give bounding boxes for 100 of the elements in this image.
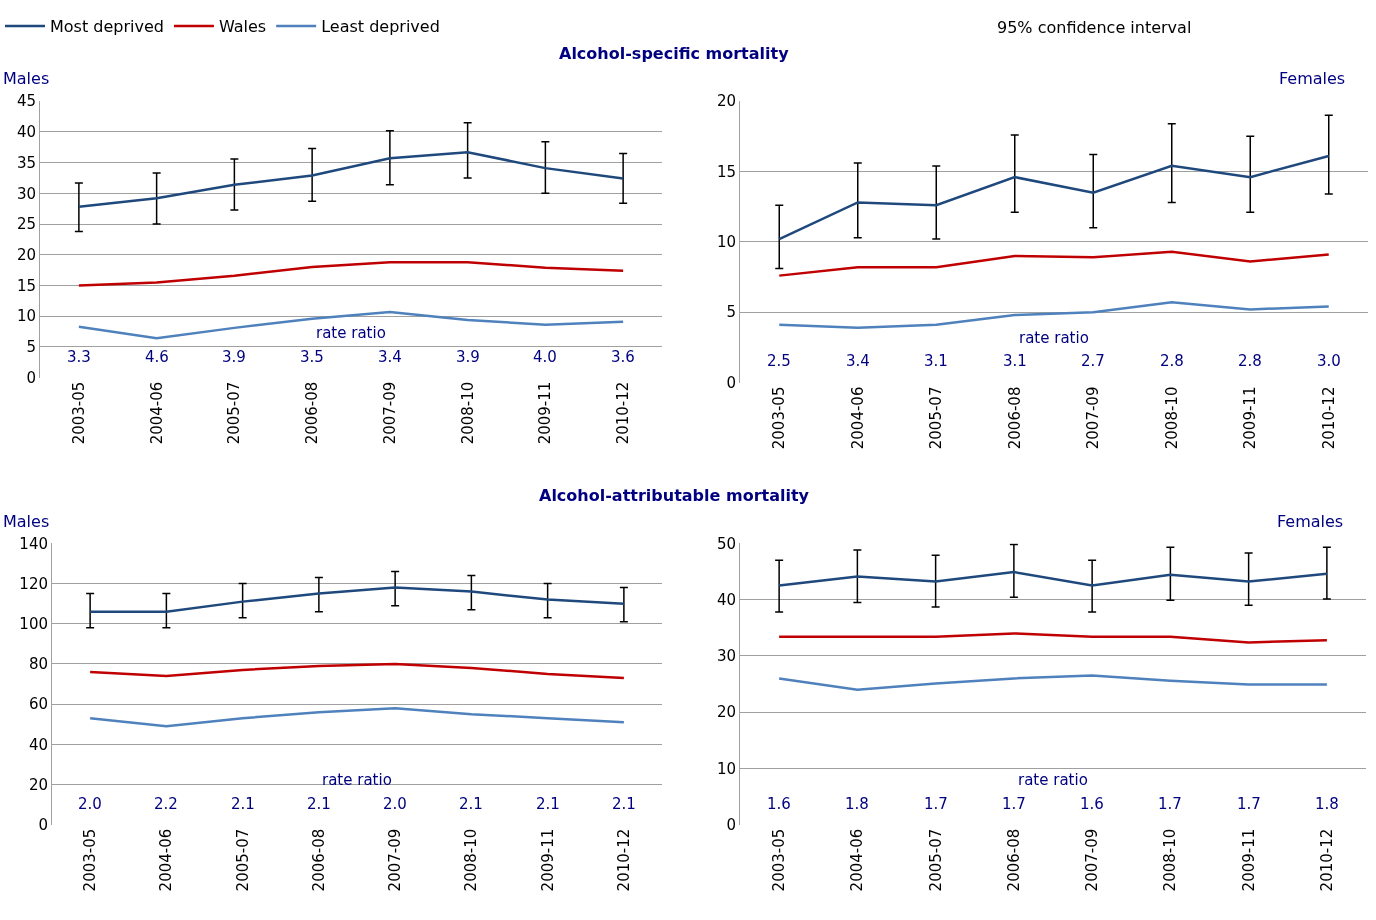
x-tick-label: 2005-07 [233,828,252,892]
y-tick-label: 60 [28,695,48,714]
annotation: 3.0 [1317,352,1341,370]
annotation: 2.5 [767,352,791,370]
line-series [77,310,625,340]
annotation: 1.7 [924,795,948,813]
x-tick-label: 2009-11 [538,828,557,892]
annotation: rate ratio [322,771,392,789]
annotation: 1.6 [1080,795,1104,813]
annotation: 2.1 [536,795,560,813]
annotation: 3.3 [67,348,91,366]
text: 95% confidence interval [997,18,1192,37]
chart-title: Alcohol-specific mortality [559,44,790,63]
y-tick-label: 15 [716,162,736,181]
x-tick-label: 2008-10 [458,381,477,445]
chart-title: Alcohol-attributable mortality [539,486,810,505]
annotation: 3.1 [1003,352,1027,370]
x-tick-label: 2003-05 [770,386,789,450]
line-series [778,154,1330,241]
x-tick-label: 2010-12 [614,828,633,892]
annotation: 2.1 [231,795,255,813]
x-tick-label: 2003-05 [81,828,99,892]
y-tick-label: 30 [716,647,736,666]
y-tick-label: 0 [26,368,36,387]
annotation: 2.7 [1081,352,1105,370]
annotation: 1.7 [1002,795,1026,813]
y-tick-label: 140 [19,534,48,553]
y-axis-title: Females [1277,512,1344,531]
y-tick-label: 20 [16,246,36,265]
y-tick-label: 10 [716,233,736,252]
x-tick-label: 2008-10 [1161,828,1180,892]
legend-label: Least deprived [321,17,440,37]
x-tick-label: 2010-12 [1317,828,1336,892]
annotation: 2.1 [307,795,331,813]
x-tick-label: 2009-11 [1239,828,1258,892]
annotation: 1.8 [1315,795,1339,813]
x-tick-label: 2004-06 [848,828,867,892]
x-tick-label: 2007-09 [380,381,399,445]
x-tick-label: 2003-05 [69,381,88,445]
annotation: 1.7 [1158,795,1182,813]
annotation: 3.4 [378,348,402,366]
x-tick-label: 2007-09 [1083,828,1102,892]
annotation: 2.2 [154,795,178,813]
y-tick-label: 40 [28,735,48,754]
y-tick-label: 0 [38,815,48,834]
line-series [88,706,626,728]
line-series [777,570,1329,587]
y-tick-label: 80 [28,655,48,674]
annotation: 2.1 [459,795,483,813]
annotation: 4.6 [145,348,169,366]
y-tick-label: 0 [726,373,736,392]
y-tick-label: 20 [716,92,736,111]
x-tick-label: 2003-05 [770,828,789,892]
annotation: 1.6 [767,795,791,813]
annotation: 3.6 [611,348,635,366]
x-tick-label: 2006-08 [1004,828,1023,892]
y-axis-title: Males [3,69,50,88]
annotation: 3.9 [222,348,246,366]
x-tick-label: 2008-10 [462,828,481,892]
annotation: rate ratio [316,324,386,342]
annotation: 3.1 [924,352,948,370]
annotation: 1.8 [845,795,869,813]
y-tick-label: 25 [16,215,36,234]
x-tick-label: 2005-07 [926,828,945,892]
annotation: rate ratio [1018,771,1088,789]
y-tick-label: 50 [716,534,736,553]
y-tick-label: 0 [726,815,736,834]
y-tick-label: 10 [16,307,36,326]
y-tick-label: 40 [16,123,36,142]
y-tick-label: 15 [16,276,36,295]
annotation: 2.1 [612,795,636,813]
annotation: 1.7 [1237,795,1261,813]
x-tick-label: 2007-09 [1084,386,1103,450]
x-tick-label: 2010-12 [1319,386,1338,450]
annotation: 3.5 [300,348,324,366]
legend-label: Most deprived [50,17,164,37]
annotation: 3.9 [456,348,480,366]
line-series [88,662,626,680]
annotation: 3.4 [846,352,870,370]
line-series [88,586,626,613]
x-tick-label: 2009-11 [1241,386,1260,450]
x-tick-label: 2004-06 [157,828,176,892]
y-tick-label: 10 [716,759,736,778]
annotation: rate ratio [1019,329,1089,347]
y-axis-title: Males [3,512,50,531]
y-tick-label: 35 [16,153,36,172]
x-tick-label: 2005-07 [225,381,244,445]
y-tick-label: 5 [726,303,736,322]
x-tick-label: 2005-07 [927,386,946,450]
annotation: 4.0 [533,348,557,366]
line-series [77,260,625,287]
y-tick-label: 45 [16,92,36,111]
line-series [777,632,1329,644]
line-series [777,674,1329,691]
y-axis-title: Females [1279,69,1346,88]
annotation: 2.0 [78,795,102,813]
annotation: 2.0 [383,795,407,813]
x-tick-label: 2004-06 [848,386,867,450]
y-tick-label: 20 [28,775,48,794]
annotation: 2.8 [1160,352,1184,370]
